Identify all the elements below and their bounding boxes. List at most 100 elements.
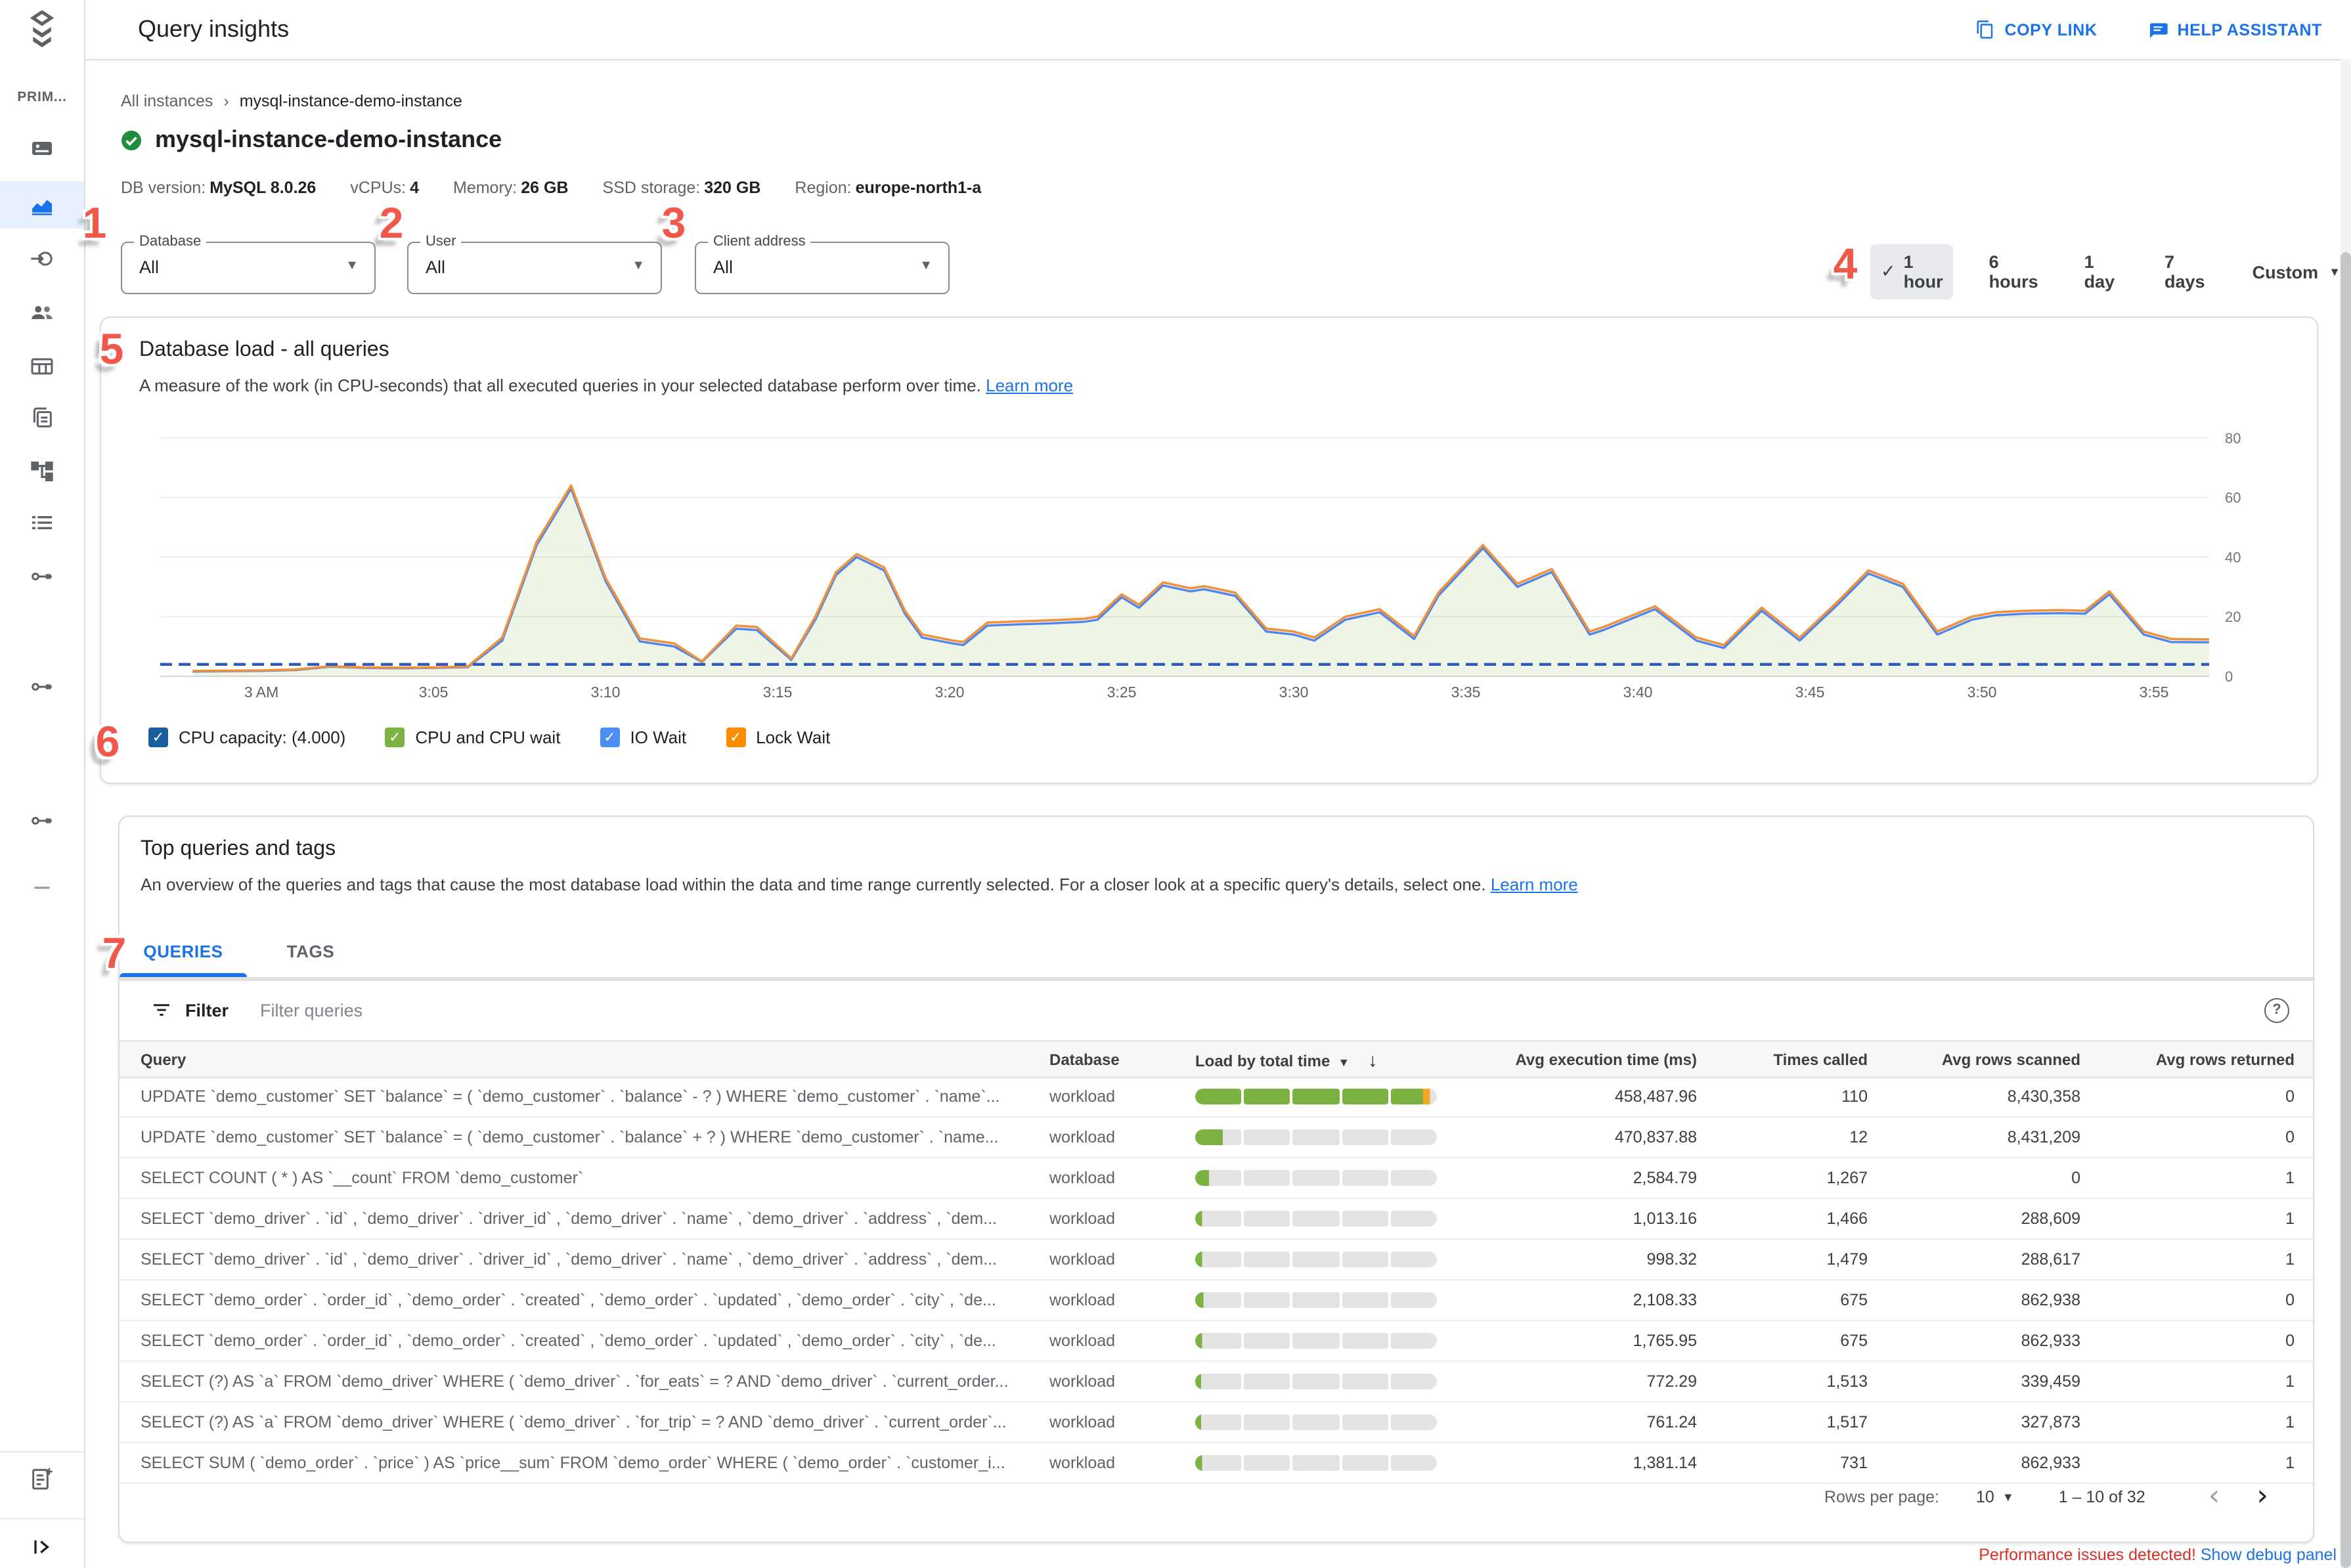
time-range-option-6-hours[interactable]: 6 hours [1988,252,2038,292]
checkbox-icon: ✓ [600,728,620,747]
tabs-divider [120,977,2313,981]
chevron-down-icon: ▼ [632,259,645,273]
avg-execution-time: 2,584.79 [1633,1169,1697,1187]
avg-rows-returned: 0 [2285,1128,2295,1146]
svg-text:3:40: 3:40 [1623,684,1653,701]
table-row[interactable]: SELECT `demo_driver` . `id` , `demo_driv… [120,1240,2313,1280]
chart-learn-more-link[interactable]: Learn more [986,376,1074,395]
show-debug-panel-link[interactable]: Show debug panel [2200,1546,2337,1564]
breadcrumb-current: mysql-instance-demo-instance [239,92,462,110]
table-row[interactable]: SELECT COUNT ( * ) AS `__count` FROM `de… [120,1158,2313,1199]
column-header-query: Query [141,1050,187,1068]
legend-checkbox-cpu-and-cpu-wait[interactable]: ✓ CPU and CPU wait [385,728,560,747]
table-body: UPDATE `demo_customer` SET `balance` = (… [120,1077,2313,1484]
sidebar: PRIM... [0,0,85,1568]
time-range-option-1-hour[interactable]: ✓ 1 hour [1870,244,1954,299]
table-row[interactable]: UPDATE `demo_customer` SET `balance` = (… [120,1118,2313,1158]
breadcrumb-root[interactable]: All instances [121,92,213,110]
table-row[interactable]: SELECT (?) AS `a` FROM `demo_driver` WHE… [120,1403,2313,1443]
database-name: workload [1049,1372,1116,1391]
sidebar-item-release-notes[interactable] [0,1455,84,1502]
table-row[interactable]: SELECT `demo_order` . `order_id` , `demo… [120,1280,2313,1321]
help-icon[interactable]: ? [2264,998,2289,1023]
sidebar-item-operations[interactable] [0,499,84,546]
time-range-option-1-day[interactable]: 1 day [2084,252,2115,292]
copy-link-button[interactable]: COPY LINK [1975,20,2097,39]
table-row[interactable]: SELECT (?) AS `a` FROM `demo_driver` WHE… [120,1362,2313,1403]
tab-tags[interactable]: TAGS [286,942,335,961]
query-filter-field[interactable]: Filter Filter queries [120,981,2313,1039]
avg-execution-time: 998.32 [1646,1250,1697,1269]
sidebar-item-overview[interactable] [0,125,84,172]
avg-execution-time: 470,837.88 [1614,1128,1697,1146]
chat-icon [2147,19,2168,40]
filter-placeholder: Filter queries [260,1000,363,1020]
database-load-card: Database load - all queries A measure of… [100,316,2318,784]
sidebar-item-key-2[interactable] [0,663,84,710]
table-row[interactable]: SELECT `demo_driver` . `id` , `demo_driv… [120,1199,2313,1240]
column-header-load-by-total-time[interactable]: Load by total time ▼ ↓ [1195,1049,1378,1070]
column-header-avg-rows-returned[interactable]: Avg rows returned [2155,1050,2295,1068]
legend-checkbox-cpu-capacity-[interactable]: ✓ CPU capacity: (4.000) [148,728,345,747]
sidebar-item-key-3[interactable] [0,797,84,844]
table-row[interactable]: SELECT SUM ( `demo_order` . `price` ) AS… [120,1443,2313,1484]
sidebar-item-users[interactable] [0,289,84,336]
database-name: workload [1049,1128,1116,1146]
table-row[interactable]: UPDATE `demo_customer` SET `balance` = (… [120,1077,2313,1118]
svg-text:3 AM: 3 AM [244,684,278,701]
column-header-database: Database [1049,1050,1120,1068]
annotation-1: 1 [82,198,107,247]
rows-per-page-select[interactable]: 10 ▼ [1976,1488,2014,1506]
time-range-option-7-days[interactable]: 7 days [2164,252,2205,292]
instance-detail: vCPUs: 4 [350,179,419,197]
legend-checkbox-io-wait[interactable]: ✓ IO Wait [600,728,686,747]
scrollbar-thumb[interactable] [2340,252,2351,1568]
load-bar [1195,1252,1438,1267]
user-filter-select[interactable]: User All ▼ [407,234,662,294]
top-queries-title: Top queries and tags [141,838,336,860]
status-ok-icon [120,128,143,152]
sidebar-item-backups[interactable] [0,394,84,441]
column-header-times-called[interactable]: Times called [1773,1050,1868,1068]
time-range-option-custom[interactable]: Custom ▼ [2252,262,2340,282]
avg-rows-returned: 1 [2285,1413,2295,1431]
query-text: UPDATE `demo_customer` SET `balance` = (… [141,1087,1000,1106]
sidebar-item-replicas[interactable] [0,448,84,495]
help-assistant-button[interactable]: HELP ASSISTANT [2147,19,2322,40]
chart-legend: ✓ CPU capacity: (4.000) ✓ CPU and CPU wait ✓… [148,728,830,747]
database-name: workload [1049,1454,1116,1472]
sort-descending-icon: ↓ [1368,1049,1378,1070]
instance-detail: SSD storage: 320 GB [602,179,761,197]
queries-tags-tabs: QUERIES TAGS [120,930,374,977]
query-text: SELECT `demo_driver` . `id` , `demo_driv… [141,1209,998,1228]
sidebar-item-connections[interactable] [0,235,84,282]
client-address-filter-select[interactable]: Client address All ▼ [695,234,950,294]
top-queries-card: Top queries and tags An overview of the … [118,816,2314,1543]
database-filter-select[interactable]: Database All ▼ [121,234,376,294]
load-bar [1195,1333,1438,1349]
legend-checkbox-lock-wait[interactable]: ✓ Lock Wait [726,728,830,747]
instance-details: DB version: MySQL 8.0.26 vCPUs: 4 Memory: 26 … [121,179,981,197]
sidebar-item-databases[interactable] [0,343,84,390]
svg-text:60: 60 [2225,490,2241,506]
sidebar-item-key-1[interactable] [0,553,84,600]
sidebar-divider [0,1518,84,1519]
avg-execution-time: 761.24 [1646,1413,1697,1431]
table-row[interactable]: SELECT `demo_order` . `order_id` , `demo… [120,1321,2313,1362]
column-header-avg-execution-time-ms-[interactable]: Avg execution time (ms) [1515,1050,1697,1068]
top-queries-learn-more-link[interactable]: Learn more [1490,875,1578,894]
chevron-down-icon: ▼ [1338,1055,1350,1068]
sidebar-collapse-icon[interactable] [0,1523,84,1568]
load-bar [1195,1414,1438,1430]
next-page-button[interactable]: › [2256,1480,2268,1513]
top-bar: Query insights COPY LINK HELP ASSISTANT [85,0,2351,60]
avg-rows-scanned: 862,933 [2021,1332,2080,1350]
times-called: 1,513 [1826,1372,1868,1391]
load-bar [1195,1129,1438,1145]
previous-page-button[interactable]: ‹ [2208,1480,2220,1513]
avg-execution-time: 1,013.16 [1633,1209,1697,1228]
sidebar-item-query-insights[interactable] [0,181,84,229]
column-header-avg-rows-scanned[interactable]: Avg rows scanned [1941,1050,2080,1068]
tab-queries[interactable]: QUERIES [120,930,247,977]
times-called: 1,466 [1826,1209,1868,1228]
